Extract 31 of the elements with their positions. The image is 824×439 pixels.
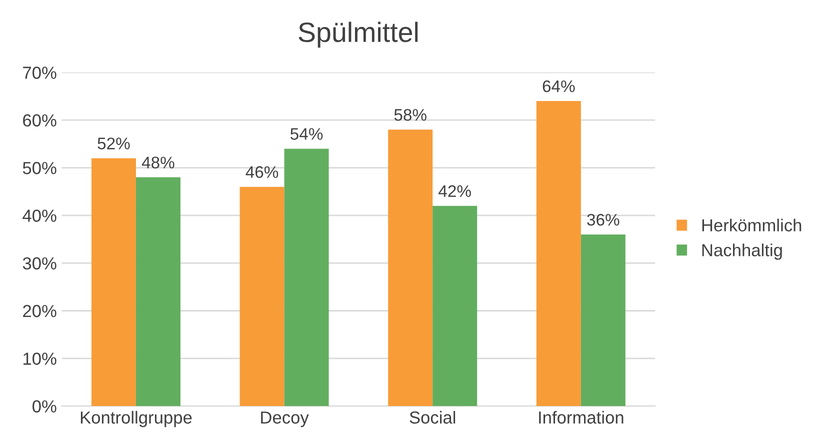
chart-title: Spülmittel — [298, 22, 418, 48]
data-label: 36% — [587, 214, 620, 226]
y-tick-label: 10% — [24, 352, 56, 365]
y-tick-label: 70% — [23, 66, 56, 79]
y-tick-label: 50% — [22, 162, 56, 174]
bar — [580, 234, 626, 406]
data-label: 48% — [142, 156, 174, 168]
data-label: 54% — [290, 128, 323, 140]
data-label: 64% — [542, 80, 575, 92]
bar — [536, 101, 581, 406]
data-label: 42% — [438, 185, 471, 197]
data-label: 52% — [98, 138, 130, 150]
data-label: 58% — [394, 108, 426, 121]
x-tick-label: Social — [410, 410, 456, 424]
y-tick-label: 30% — [22, 257, 56, 270]
legend-label: Nachhaltig — [702, 244, 782, 260]
x-tick-label: Decoy — [261, 412, 309, 428]
x-tick-label: Kontrollgruppe — [80, 410, 192, 428]
bar — [388, 130, 433, 406]
y-tick-label: 0% — [32, 400, 56, 413]
bar — [240, 186, 284, 406]
bar — [91, 158, 136, 406]
bar — [432, 206, 478, 406]
x-tick-label: Information — [539, 410, 624, 424]
y-tick-label: 20% — [23, 304, 56, 318]
bar — [284, 148, 329, 406]
data-label: 46% — [246, 166, 278, 178]
legend-label: Herkömmlich — [702, 218, 802, 232]
y-tick-label: 60% — [23, 114, 56, 127]
bar — [136, 177, 180, 406]
y-tick-label: 40% — [22, 210, 56, 222]
